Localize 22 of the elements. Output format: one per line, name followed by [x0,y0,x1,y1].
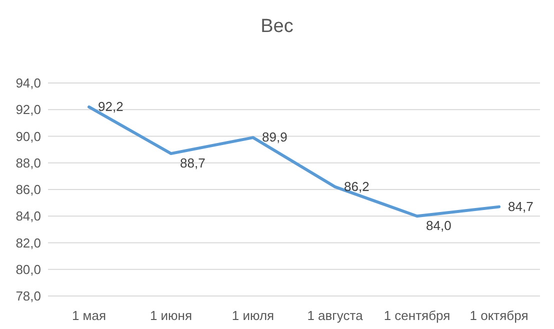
y-tick-label: 84,0 [16,208,41,224]
y-tick-label: 80,0 [16,262,41,277]
y-tick-label: 88,0 [16,155,41,170]
x-tick-label: 1 августа [307,308,364,323]
chart-title: Вес [260,16,294,37]
y-tick-label: 78,0 [16,288,41,304]
x-tick-label: 1 июня [150,308,192,323]
x-tick-label: 1 октября [470,308,528,323]
x-tick-label: 1 июля [232,308,274,323]
y-tick-label: 86,0 [16,182,41,197]
data-label: 88,7 [180,156,206,171]
x-tick-label: 1 мая [72,308,106,323]
y-tick-label: 90,0 [16,128,41,144]
y-tick-label: 82,0 [16,235,41,250]
y-tick-label: 92,0 [16,102,41,118]
data-label: 86,2 [344,178,370,194]
y-tick-label: 94,0 [16,76,41,90]
data-label: 89,9 [262,130,288,145]
data-label: 84,7 [508,198,534,214]
x-tick-label: 1 сентября [384,308,450,323]
data-label: 84,0 [426,218,452,234]
data-label: 92,2 [98,98,124,114]
